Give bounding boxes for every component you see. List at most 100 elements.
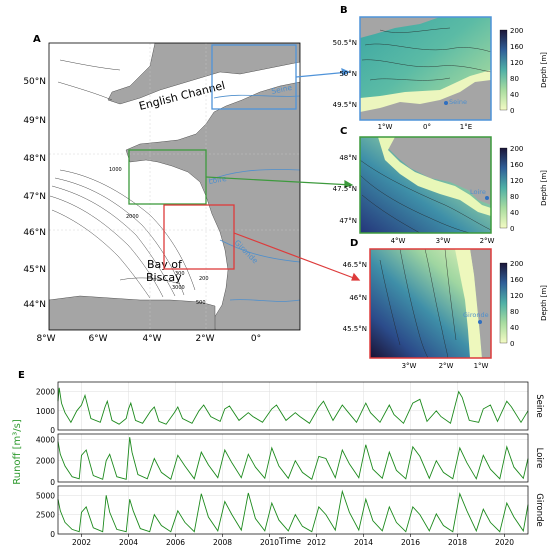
- map-a-frame: [48, 42, 301, 331]
- panel-e-runoff: E Runoff [m³/s] 0 1000 2000 Seine 0 2000 4000 L…: [12, 370, 544, 547]
- lon-tick-c: 4°W: [391, 237, 406, 245]
- lat-tick-a: 46°N: [23, 228, 46, 238]
- x-tick-label: 2020: [495, 538, 514, 547]
- lat-tick-c: 47.5°N: [333, 185, 357, 193]
- y-tick-label: 0: [50, 530, 55, 539]
- lat-tick-c: 47°N: [339, 217, 357, 225]
- cbar-tick-c: 80: [510, 193, 519, 201]
- label-seine-a: Seine: [271, 83, 294, 96]
- cbar-label-c: Depth [m]: [540, 170, 548, 206]
- lon-tick-c: 3°W: [436, 237, 451, 245]
- panel-label-e: E: [18, 370, 25, 381]
- land-b-france: [360, 78, 491, 120]
- runoff-panel-frame: [57, 433, 529, 483]
- y-tick-label: 2000: [36, 388, 55, 397]
- land-c: [388, 137, 491, 205]
- x-tick-label: 2012: [307, 538, 326, 547]
- x-tick-label: 2014: [354, 538, 373, 547]
- cbar-tick-b: 120: [510, 59, 523, 67]
- cbar-tick-d: 200: [510, 260, 523, 268]
- land-b: [360, 17, 440, 38]
- y-tick-label: 2000: [36, 457, 55, 466]
- colorbar-d: 0 40 80 120 160 200 Depth [m]: [499, 260, 548, 348]
- runoff-plots: 0 1000 2000 Seine 0 2000 4000 Loire 0 2500 5000 Gir…: [36, 381, 544, 547]
- map-a-lat-ticks: 44°N 45°N 46°N 47°N 48°N 49°N 50°N: [23, 77, 46, 310]
- lat-tick-b: 49.5°N: [333, 101, 357, 109]
- lat-tick-a: 47°N: [23, 192, 46, 202]
- runoff-y-axis-label: Runoff [m³/s]: [12, 419, 23, 485]
- contour-label-200: 200: [199, 276, 209, 282]
- panel-b-inset: B Seine 1°W 0° 1°E 49.5°N 50°N 50.5°N: [333, 5, 548, 131]
- cbar-tick-d: 120: [510, 292, 523, 300]
- cbar-tick-b: 0: [510, 107, 514, 115]
- y-tick-label: 5000: [36, 491, 55, 500]
- river-label-c: Loire: [470, 188, 486, 196]
- lat-tick-d: 46.5°N: [343, 261, 367, 269]
- panel-label-c: C: [340, 126, 347, 137]
- cbar-label-d: Depth [m]: [540, 285, 548, 321]
- runoff-panel-frame: [57, 381, 529, 431]
- lat-tick-a: 48°N: [23, 154, 46, 164]
- lon-tick-c: 2°W: [480, 237, 495, 245]
- y-tick-label: 0: [50, 478, 55, 487]
- lon-tick-b: 1°E: [460, 123, 472, 131]
- connector-arrows: [205, 68, 361, 281]
- lon-tick-a: 0°: [251, 334, 261, 344]
- lon-tick-d: 3°W: [402, 362, 417, 370]
- series-line-seine: [57, 387, 529, 425]
- lon-tick-a: 6°W: [88, 334, 107, 344]
- x-tick-label: 2006: [166, 538, 185, 547]
- cbar-tick-c: 120: [510, 177, 523, 185]
- lat-tick-d: 45.5°N: [343, 325, 367, 333]
- y-tick-label: 0: [50, 426, 55, 435]
- lat-tick-b: 50.5°N: [333, 39, 357, 47]
- cbar-tick-d: 40: [510, 324, 519, 332]
- loire-mouth-marker: [485, 196, 489, 200]
- cbar-tick-d: 160: [510, 276, 523, 284]
- series-name-label: Gironde: [534, 493, 544, 526]
- cbar-tick-d: 0: [510, 340, 514, 348]
- colorbar-b: 0 40 80 120 160 200 Depth [m]: [499, 27, 548, 115]
- panel-d-inset: D Gironde 3°W 2°W 1°W 45.5°N 46°N 46.5°N: [343, 238, 548, 370]
- series-name-label: Loire: [534, 448, 544, 469]
- land-d: [470, 249, 491, 358]
- y-tick-label: 4000: [36, 435, 55, 444]
- bathymetry-contours: [49, 59, 196, 299]
- contour-label-500: 500: [196, 300, 206, 306]
- contour-label-3000: 3000: [172, 285, 185, 291]
- label-biscay: Biscay: [146, 271, 182, 284]
- x-tick-label: 2010: [260, 538, 279, 547]
- gironde-mouth-marker: [478, 320, 482, 324]
- x-tick-label: 2004: [119, 538, 138, 547]
- inset-b-frame: [359, 16, 492, 121]
- y-tick-label: 2500: [36, 511, 55, 520]
- lat-tick-b: 50°N: [339, 70, 357, 78]
- seine-mouth-marker: [444, 101, 448, 105]
- cbar-label-b: Depth [m]: [540, 52, 548, 88]
- runoff-x-axis-label: Time: [278, 537, 301, 547]
- lat-tick-c: 48°N: [339, 154, 357, 162]
- panel-a-map: A: [23, 34, 361, 344]
- cbar-tick-c: 40: [510, 209, 519, 217]
- x-tick-label: 2016: [401, 538, 420, 547]
- land-britain: [107, 43, 300, 105]
- x-tick-label: 2008: [213, 538, 232, 547]
- lat-tick-a: 44°N: [23, 300, 46, 310]
- cbar-tick-c: 160: [510, 161, 523, 169]
- contour-label-2000: 2000: [126, 214, 139, 220]
- lat-tick-d: 46°N: [349, 294, 367, 302]
- lon-tick-b: 0°: [423, 123, 431, 131]
- x-tick-label: 2018: [448, 538, 467, 547]
- inset-c-frame: [359, 136, 492, 234]
- panel-label-a: A: [33, 34, 41, 45]
- region-box-d[interactable]: [163, 204, 235, 270]
- grid-lines-a: [49, 43, 300, 330]
- label-bay-of: Bay of: [147, 258, 183, 271]
- lon-tick-a: 8°W: [36, 334, 55, 344]
- lon-tick-a: 4°W: [142, 334, 161, 344]
- map-a-lon-ticks: 8°W 6°W 4°W 2°W 0°: [36, 334, 261, 344]
- panel-label-d: D: [350, 238, 358, 249]
- lon-tick-a: 2°W: [195, 334, 214, 344]
- y-tick-label: 1000: [36, 407, 55, 416]
- lat-tick-a: 50°N: [23, 77, 46, 87]
